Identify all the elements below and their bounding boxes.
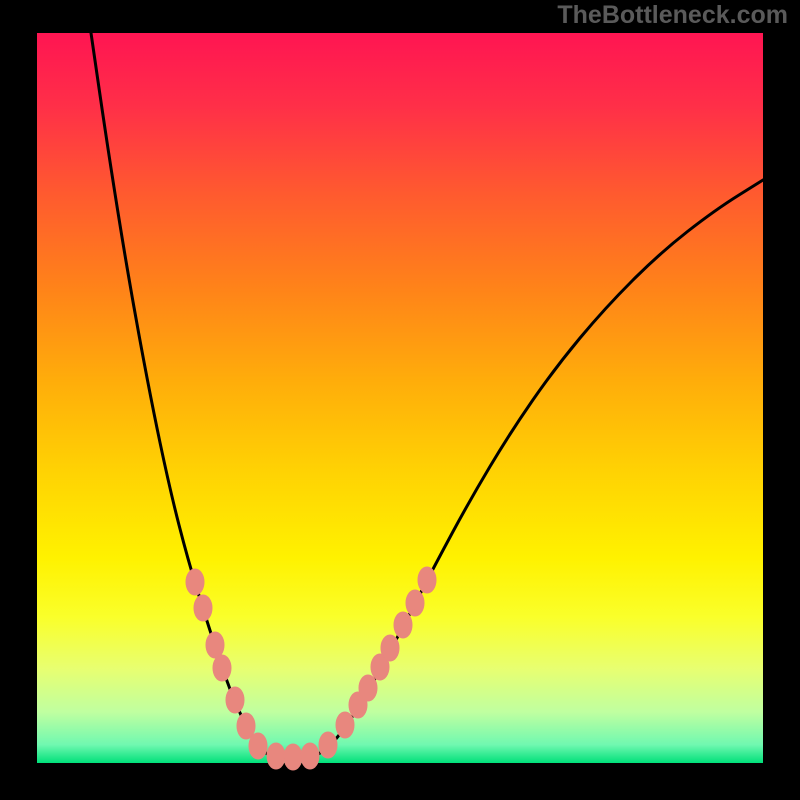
watermark-text: TheBottleneck.com	[557, 1, 788, 30]
chart-container: TheBottleneck.com	[0, 0, 800, 800]
plot-background	[37, 33, 763, 763]
